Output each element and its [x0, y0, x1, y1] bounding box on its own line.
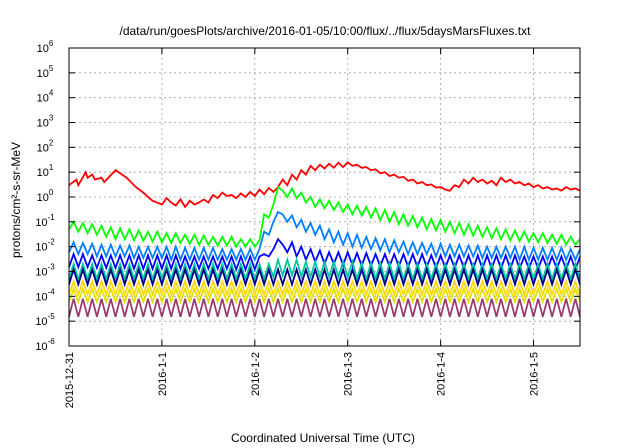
y-tick-label: 10-1 [35, 213, 55, 229]
y-tick-label: 10-3 [35, 263, 55, 279]
y-tick-label: 106 [37, 39, 54, 55]
y-axis-label: protons/cm²-s-sr-MeV [9, 142, 23, 258]
x-tick-label: 2016-1-1 [157, 352, 169, 396]
y-tick-label: 10-2 [35, 238, 55, 254]
series-line-5 [68, 256, 581, 283]
x-tick-labels: 2015-12-31 2016-1-1 2016-1-2 2016-1-3 2016-1… [64, 352, 541, 408]
y-tick-label: 104 [37, 89, 54, 105]
x-tick-label: 2016-1-5 [529, 352, 541, 396]
series-line-1 [68, 161, 581, 209]
series-group [68, 161, 581, 318]
ticks [68, 47, 580, 347]
y-tick-labels: 10-6 10-5 10-4 10-3 10-2 10-1 100 101 102 103 104 1… [35, 39, 55, 353]
x-tick-label: 2016-1-2 [250, 352, 262, 396]
chart-title: /data/run/goesPlots/archive/2016-01-05/1… [120, 24, 532, 38]
x-tick-label: 2015-12-31 [64, 352, 76, 408]
y-tick-label: 101 [37, 163, 54, 179]
x-tick-label: 2016-1-3 [343, 352, 355, 396]
y-tick-label: 100 [37, 188, 54, 204]
y-tick-label: 10-6 [35, 337, 55, 353]
y-tick-label: 103 [37, 114, 54, 130]
y-tick-label: 102 [37, 138, 54, 154]
series-line-9 [68, 298, 581, 318]
y-tick-label: 10-5 [35, 312, 55, 328]
series-line-6 [68, 266, 581, 288]
y-tick-label: 105 [37, 64, 54, 80]
x-axis-label: Coordinated Universal Time (UTC) [231, 431, 415, 445]
series-line-2 [68, 185, 581, 249]
series-line-7 [68, 278, 581, 298]
y-tick-label: 10-4 [35, 287, 55, 303]
x-tick-label: 2016-1-4 [436, 352, 448, 396]
series-line-3 [68, 210, 581, 263]
series-line-8 [68, 286, 581, 305]
